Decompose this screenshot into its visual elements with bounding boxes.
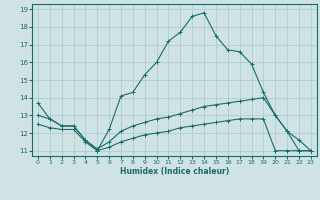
X-axis label: Humidex (Indice chaleur): Humidex (Indice chaleur) — [120, 167, 229, 176]
